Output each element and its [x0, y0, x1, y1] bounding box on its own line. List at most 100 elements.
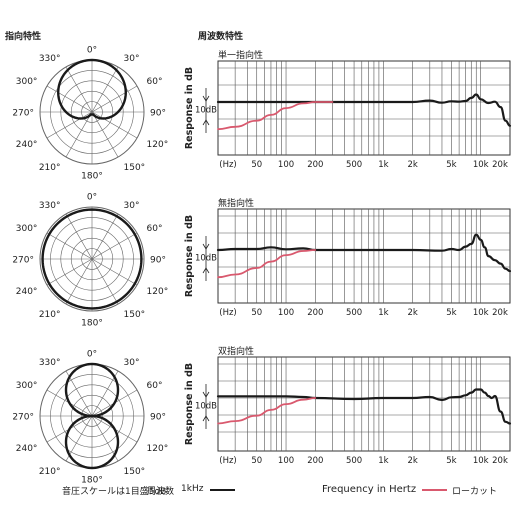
polar-pattern-curve — [57, 58, 127, 120]
polar-angle-label: 330° — [39, 201, 61, 211]
polar-header: 指向特性 — [5, 32, 42, 42]
x-tick-label: 20k — [492, 160, 508, 170]
x-tick-label: 1k — [378, 456, 388, 466]
x-tick-label: 200 — [307, 160, 323, 170]
polar-angle-label: 330° — [39, 54, 61, 64]
x-tick-label: 100 — [278, 308, 294, 318]
polar-angle-label: 0° — [87, 46, 97, 56]
polar-angle-label: 240° — [16, 287, 38, 297]
x-tick-label: 2k — [407, 308, 417, 318]
legend-freq-label: 周波数 — [147, 487, 175, 497]
x-tick-label: 100 — [278, 456, 294, 466]
polar-spoke — [65, 213, 93, 260]
polar-angle-label: 150° — [124, 163, 146, 173]
x-tick-label: (Hz) — [219, 456, 237, 466]
x-tick-label: 500 — [346, 160, 362, 170]
polar-chart-bidirectional: 0° 30° 60° 90° 120° 150° 180° 210° 240° 270° 300° 3… — [12, 350, 169, 486]
polar-angle-label: 0° — [87, 350, 97, 360]
db-arrow-up — [202, 119, 210, 126]
polar-spoke — [46, 232, 93, 260]
polar-spoke — [91, 415, 119, 462]
polar-angle-label: 30° — [124, 358, 140, 368]
x-tick-label: 5k — [446, 160, 456, 170]
polar-angle-label: 0° — [87, 193, 97, 203]
x-tick-label: 1k — [378, 308, 388, 318]
polar-angle-label: 30° — [124, 201, 140, 211]
db-ref-label: 10dB — [195, 253, 217, 263]
response-curve-lowcut — [217, 249, 317, 279]
polar-angle-label: 240° — [16, 444, 38, 454]
polar-angle-label: 60° — [147, 77, 163, 87]
freq-title-bidirectional: 双指向性 — [218, 347, 255, 357]
x-tick-label: 100 — [278, 160, 294, 170]
polar-grid — [39, 59, 145, 165]
x-tick-label: 200 — [307, 456, 323, 466]
polar-angle-label: 300° — [16, 224, 38, 234]
db-arrow-down — [202, 243, 210, 250]
polar-spoke — [91, 66, 119, 113]
response-curve-lowcut — [217, 101, 334, 131]
polar-angle-label: 270° — [12, 109, 34, 119]
polar-angle-label: 300° — [16, 381, 38, 391]
polar-angle-label: 30° — [124, 54, 140, 64]
x-tick-label: 20k — [492, 456, 508, 466]
x-tick-label: 5k — [446, 308, 456, 318]
x-tick-label: 5k — [446, 456, 456, 466]
polar-angle-label: 60° — [147, 224, 163, 234]
x-axis-title: Frequency in Hertz — [322, 484, 417, 495]
polar-grid — [39, 206, 145, 312]
x-tick-label: (Hz) — [219, 308, 237, 318]
polar-angle-label: 150° — [124, 310, 146, 320]
polar-pattern-front-lobe — [64, 362, 120, 418]
polar-chart-cardioid: 0° 30° 60° 90° 120° 150° 180° 210° 240° 270° 300° 3… — [12, 46, 169, 182]
response-curve-lowcut — [217, 397, 317, 425]
freq-header: 周波数特性 — [198, 32, 244, 42]
response-curve-1khz — [216, 233, 512, 273]
polar-spoke — [65, 111, 93, 158]
polar-angle-label: 240° — [16, 140, 38, 150]
polar-angle-label: 120° — [147, 140, 169, 150]
db-ref-label: 10dB — [195, 401, 217, 411]
polar-angle-label: 150° — [124, 467, 146, 477]
polar-angle-label: 180° — [81, 476, 103, 486]
polar-chart-omni: 0° 30° 60° 90° 120° 150° 180° 210° 240° 270° 300° 3… — [12, 193, 168, 329]
polar-spoke — [91, 111, 119, 158]
legend-main-swatch — [210, 489, 235, 491]
db-arrow-down — [202, 391, 210, 398]
plot-frame — [217, 208, 511, 304]
legend-lowcut-label: ローカット — [452, 487, 498, 497]
polar-angle-label: 210° — [39, 310, 61, 320]
x-tick-label: 50 — [251, 456, 262, 466]
polar-pattern-rear-lobe — [64, 414, 120, 470]
x-tick-label: 1k — [378, 160, 388, 170]
x-tick-label: 500 — [346, 456, 362, 466]
plot-frame — [217, 356, 511, 452]
x-tick-label: 10k — [473, 456, 489, 466]
polar-spoke — [65, 258, 93, 305]
polar-spoke — [46, 111, 93, 139]
polar-spoke — [46, 85, 93, 113]
x-tick-label: 50 — [251, 160, 262, 170]
polar-angle-label: 180° — [81, 172, 103, 182]
polar-angle-label: 60° — [147, 381, 163, 391]
polar-angle-label: 210° — [39, 467, 61, 477]
polar-angle-label: 210° — [39, 163, 61, 173]
db-arrow-down — [202, 95, 210, 102]
x-tick-label: (Hz) — [219, 160, 237, 170]
x-tick-label: 200 — [307, 308, 323, 318]
x-tick-label: 10k — [473, 160, 489, 170]
polar-spoke — [91, 85, 138, 113]
polar-angle-label: 120° — [147, 444, 169, 454]
polar-spoke — [65, 415, 93, 462]
legend-lowcut-swatch — [422, 489, 447, 491]
db-arrow-up — [202, 415, 210, 422]
polar-angle-label: 90° — [150, 256, 166, 266]
x-tick-label: 2k — [407, 456, 417, 466]
polar-spoke — [91, 111, 138, 139]
polar-pattern-curve — [41, 208, 143, 310]
polar-angle-label: 300° — [16, 77, 38, 87]
polar-spoke — [91, 213, 119, 260]
polar-spoke — [91, 370, 119, 417]
